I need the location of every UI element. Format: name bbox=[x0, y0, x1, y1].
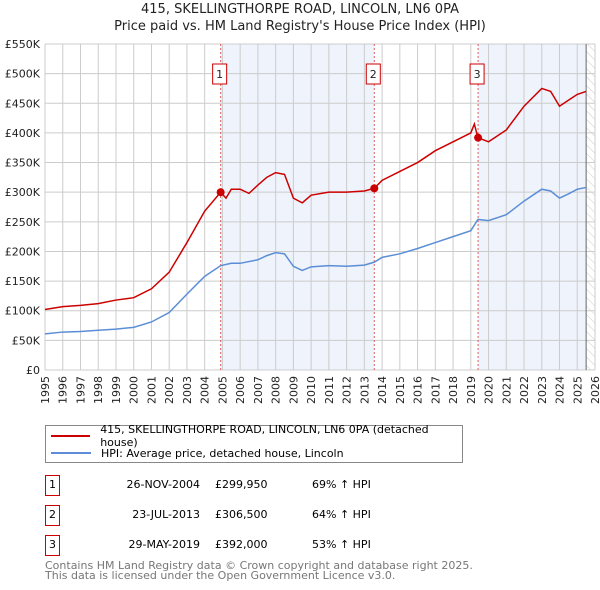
x-tick-label: 2000 bbox=[128, 376, 141, 404]
sale-row: 3 29-MAY-2019 £392,000 53% ↑ HPI bbox=[45, 535, 445, 556]
footer-line-1: Contains HM Land Registry data © Crown c… bbox=[45, 559, 473, 572]
x-tick-label: 2010 bbox=[305, 376, 318, 404]
x-tick-label: 2022 bbox=[518, 376, 531, 404]
y-tick-label: £100K bbox=[5, 305, 41, 318]
x-tick-label: 2009 bbox=[287, 376, 300, 404]
x-tick-label: 2018 bbox=[447, 376, 460, 404]
x-tick-label: 2021 bbox=[500, 376, 513, 404]
x-tick-label: 2024 bbox=[554, 376, 567, 404]
y-tick-label: £550K bbox=[5, 38, 41, 51]
y-tick-label: £500K bbox=[5, 68, 41, 81]
chart-title: 415, SKELLINGTHORPE ROAD, LINCOLN, LN6 0… bbox=[141, 2, 459, 17]
plot-area: 1995 1996 1997 1998 1999 2000 2001 2002 2003 2004… bbox=[5, 38, 600, 404]
y-tick-label: £150K bbox=[5, 275, 41, 288]
x-tick-label: 2008 bbox=[270, 376, 283, 404]
x-tick-label: 2023 bbox=[536, 376, 549, 404]
x-tick-label: 2003 bbox=[181, 376, 194, 404]
x-tick-label: 2020 bbox=[483, 376, 496, 404]
legend-label: 415, SKELLINGTHORPE ROAD, LINCOLN, LN6 0… bbox=[100, 423, 429, 449]
sale-number: 3 bbox=[45, 535, 60, 556]
series-line-property bbox=[44, 87, 587, 311]
legend-swatch-red bbox=[51, 435, 91, 437]
x-tick-label: 2002 bbox=[163, 376, 176, 404]
y-tick-label: £350K bbox=[5, 157, 41, 170]
sale-box-3 bbox=[469, 63, 485, 85]
chart-subtitle: Price paid vs. HM Land Registry's House … bbox=[114, 19, 486, 34]
x-tick-label: 2026 bbox=[589, 376, 600, 404]
x-tick-label: 2006 bbox=[234, 376, 247, 404]
x-tick-label: 2013 bbox=[358, 376, 371, 404]
x-tick-label: 2025 bbox=[571, 376, 584, 404]
sale-box-label: 2 bbox=[370, 68, 377, 81]
y-tick-label: £0 bbox=[26, 364, 40, 377]
y-tick-label: £200K bbox=[5, 245, 41, 258]
future-hatch bbox=[586, 44, 595, 370]
sale-hpi: 53% ↑ HPI bbox=[312, 538, 371, 551]
sale-point-1 bbox=[216, 188, 225, 197]
x-tick-label: 1997 bbox=[74, 376, 87, 404]
sale-date: 29-MAY-2019 bbox=[128, 538, 200, 551]
sale-hpi: 64% ↑ HPI bbox=[312, 508, 371, 521]
y-tick-label: £450K bbox=[5, 97, 41, 110]
sale-box-label: 3 bbox=[474, 68, 481, 81]
sale-row: 2 23-JUL-2013 £306,500 64% ↑ HPI bbox=[45, 505, 445, 526]
sale-price: £299,950 bbox=[215, 478, 268, 491]
y-tick-label: £250K bbox=[5, 216, 41, 229]
shaded-band bbox=[478, 44, 587, 370]
x-tick-label: 2016 bbox=[412, 376, 425, 404]
y-tick-label: £400K bbox=[5, 127, 41, 140]
sale-box-1 bbox=[212, 63, 228, 85]
footer-line-2: This data is licensed under the Open Gov… bbox=[45, 569, 396, 582]
x-tick-label: 2019 bbox=[465, 376, 478, 404]
x-tick-label: 1998 bbox=[92, 376, 105, 404]
legend-item-property: 415, SKELLINGTHORPE ROAD, LINCOLN, LN6 0… bbox=[51, 423, 462, 449]
y-tick-label: £50K bbox=[12, 334, 41, 347]
sale-price: £306,500 bbox=[215, 508, 268, 521]
legend-swatch-blue bbox=[51, 452, 91, 454]
sale-box-label: 1 bbox=[216, 68, 223, 81]
sale-date: 26-NOV-2004 bbox=[126, 478, 200, 491]
legend-label: HPI: Average price, detached house, Linc… bbox=[101, 446, 344, 460]
sale-date: 23-JUL-2013 bbox=[132, 508, 200, 521]
sale-number: 1 bbox=[45, 475, 60, 496]
y-tick-label: £300K bbox=[5, 186, 41, 199]
legend: 415, SKELLINGTHORPE ROAD, LINCOLN, LN6 0… bbox=[45, 423, 463, 463]
x-tick-label: 2005 bbox=[216, 376, 229, 404]
x-tick-label: 2004 bbox=[199, 376, 212, 404]
x-tick-label: 2015 bbox=[394, 376, 407, 404]
x-tick-label: 2011 bbox=[323, 376, 336, 404]
sale-point-3 bbox=[474, 133, 483, 142]
x-tick-label: 2007 bbox=[252, 376, 265, 404]
sale-point-2 bbox=[370, 184, 379, 193]
x-tick-label: 1995 bbox=[39, 376, 52, 404]
sale-hpi: 69% ↑ HPI bbox=[312, 478, 371, 491]
sale-row: 1 26-NOV-2004 £299,950 69% ↑ HPI bbox=[45, 475, 445, 496]
x-tick-label: 2012 bbox=[341, 376, 354, 404]
x-tick-label: 2017 bbox=[429, 376, 442, 404]
legend-item-hpi: HPI: Average price, detached house, Linc… bbox=[51, 445, 344, 461]
footer: Contains HM Land Registry data © Crown c… bbox=[45, 559, 473, 582]
x-tick-label: 2001 bbox=[145, 376, 158, 404]
x-tick-label: 2014 bbox=[376, 376, 389, 404]
x-tick-label: 1996 bbox=[57, 376, 70, 404]
series-line-hpi bbox=[44, 186, 587, 335]
sale-number: 2 bbox=[45, 505, 60, 526]
sale-price: £392,000 bbox=[215, 538, 268, 551]
x-tick-label: 1999 bbox=[110, 376, 123, 404]
shaded-band bbox=[220, 44, 375, 370]
sale-box-2 bbox=[365, 63, 381, 85]
